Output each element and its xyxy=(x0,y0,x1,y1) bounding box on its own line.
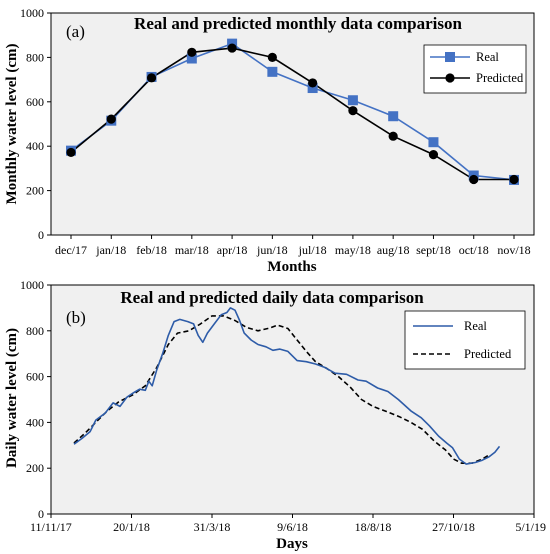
y-tick-label: 800 xyxy=(26,50,44,64)
legend-label-predicted-daily: Predicted xyxy=(464,347,512,361)
panel-label-a: (a) xyxy=(66,22,85,41)
y-tick-label: 200 xyxy=(26,461,44,475)
x-tick-label: feb/18 xyxy=(136,243,167,257)
y-tick-label: 800 xyxy=(26,324,44,338)
x-tick-label: 20/1/18 xyxy=(113,520,150,534)
x-ticks-daily: 11/11/17 20/1/18 31/3/18 9/6/18 18/8/18 27/10… xyxy=(30,514,546,534)
data-point-real xyxy=(428,137,439,148)
x-tick-label: mar/18 xyxy=(175,243,209,257)
x-axis-title-daily: Days xyxy=(276,536,308,552)
data-point-real xyxy=(267,66,278,77)
x-tick-label: 18/8/18 xyxy=(355,520,392,534)
legend-box-daily xyxy=(404,310,526,370)
data-point-predicted xyxy=(308,78,318,88)
data-point-predicted xyxy=(146,73,157,83)
x-tick-label: sept/18 xyxy=(416,243,451,257)
x-tick-label: 9/6/18 xyxy=(277,520,308,534)
y-tick-label: 1000 xyxy=(20,6,44,20)
y-tick-label: 1000 xyxy=(20,278,44,292)
x-tick-label: 5/1/19 xyxy=(515,520,546,534)
y-tick-label: 400 xyxy=(26,139,44,153)
legend-marker-predicted xyxy=(445,73,455,83)
y-axis-title-monthly: Monthly water level (cm) xyxy=(4,44,20,205)
data-point-predicted xyxy=(509,174,519,185)
x-tick-label: 11/11/17 xyxy=(30,520,72,534)
x-tick-label: aug/18 xyxy=(377,243,410,257)
y-axis-title-daily: Daily water level (cm) xyxy=(4,328,20,468)
data-point-predicted xyxy=(469,174,479,185)
data-point-real xyxy=(388,111,399,122)
data-point-predicted xyxy=(106,114,116,124)
x-tick-label: oct/18 xyxy=(459,243,489,257)
x-tick-label: jun/18 xyxy=(256,243,288,257)
y-tick-label: 400 xyxy=(26,415,44,429)
data-point-predicted xyxy=(187,47,197,57)
data-point-real xyxy=(307,83,318,94)
legend-monthly: Real Predicted xyxy=(423,44,527,94)
x-tick-label: apr/18 xyxy=(217,243,248,257)
legend-label-real-daily: Real xyxy=(464,319,487,333)
legend-box-monthly xyxy=(423,44,527,94)
y-tick-label: 0 xyxy=(38,228,44,242)
data-point-predicted xyxy=(267,52,277,63)
x-tick-label: 31/3/18 xyxy=(194,520,231,534)
legend-label-real: Real xyxy=(476,50,499,64)
series-monthly xyxy=(66,38,519,185)
series-line-predicted-daily xyxy=(73,315,490,464)
y-tick-label: 0 xyxy=(38,507,44,521)
legend-daily: Real Predicted xyxy=(404,310,526,370)
chart-title-monthly: Real and predicted monthly data comparis… xyxy=(134,14,462,33)
series-line-real-daily xyxy=(73,307,501,465)
data-point-predicted xyxy=(227,43,237,53)
x-tick-label: jan/18 xyxy=(95,243,126,257)
x-tick-label: nov/18 xyxy=(497,243,530,257)
data-point-predicted xyxy=(388,131,398,141)
legend-marker-real xyxy=(445,52,455,62)
x-tick-label: 27/10/18 xyxy=(432,520,475,534)
y-ticks-daily: 0 200 400 600 800 1000 xyxy=(20,278,51,521)
legend-label-predicted: Predicted xyxy=(476,71,524,85)
series-daily xyxy=(73,307,501,465)
series-line-predicted xyxy=(70,47,514,181)
data-point-real xyxy=(186,53,197,64)
panel-label-b: (b) xyxy=(66,308,86,327)
x-tick-label: may/18 xyxy=(335,243,371,257)
y-tick-label: 200 xyxy=(26,184,44,198)
y-ticks-monthly: 0 200 400 600 800 1000 xyxy=(20,6,51,242)
x-axis-title-monthly: Months xyxy=(267,259,316,275)
data-point-predicted xyxy=(66,147,76,158)
chart-daily: (b) Real and predicted daily data compar… xyxy=(4,278,546,552)
chart-monthly: (a) Real and predicted monthly data comp… xyxy=(4,6,535,275)
chart-title-daily: Real and predicted daily data comparison xyxy=(120,288,424,307)
x-tick-label: jul/18 xyxy=(298,243,327,257)
x-tick-label: dec/17 xyxy=(55,243,87,257)
y-tick-label: 600 xyxy=(26,370,44,384)
data-point-real xyxy=(347,95,358,106)
data-point-predicted xyxy=(428,150,439,160)
data-point-predicted xyxy=(348,106,358,116)
x-ticks-monthly: dec/17 jan/18 feb/18 mar/18 apr/18 jun/18 jul/… xyxy=(55,235,531,257)
y-tick-label: 600 xyxy=(26,95,44,109)
